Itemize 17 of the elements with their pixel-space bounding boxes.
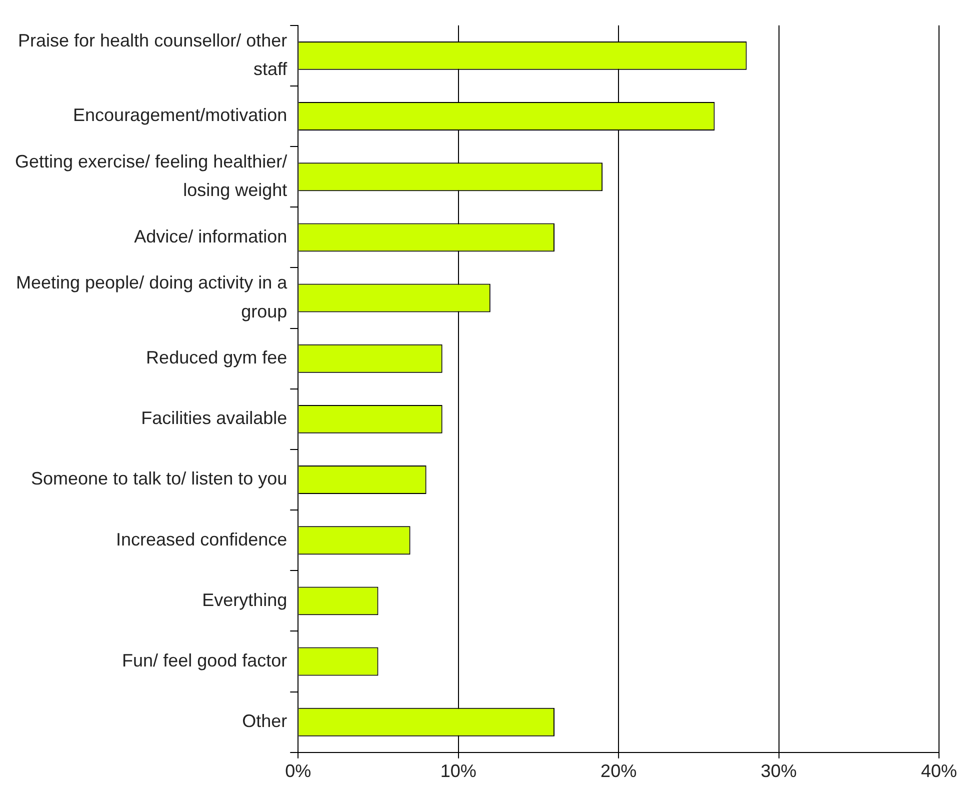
y-tick-label: Getting exercise/ feeling healthier/ losing weight (14, 151, 288, 200)
x-tick-label: 30% (760, 761, 797, 782)
y-tick-label: Someone to talk to/ listen to you (30, 468, 288, 489)
y-tick-label: Meeting people/ doing activity in a group (16, 272, 288, 322)
y-tick-label: Other (242, 711, 288, 732)
x-tick-label: 10% (440, 761, 476, 782)
y-tick-label: Encouragement/motivation (73, 105, 288, 126)
x-tick-label: 40% (920, 761, 957, 782)
y-tick-label: Everything (202, 590, 288, 610)
y-tick-label: Reduced gym fee (146, 348, 288, 368)
y-tick-label: Increased confidence (116, 529, 288, 550)
y-tick-label: Facilities available (141, 408, 288, 428)
y-tick-label: Fun/ feel good factor (122, 650, 288, 670)
y-tick-label: Praise for health counsellor/ other staff (18, 30, 288, 80)
x-tick-label: 20% (600, 761, 637, 782)
x-tick-label: 0% (285, 761, 312, 782)
y-tick-label: Advice/ information (134, 226, 288, 246)
